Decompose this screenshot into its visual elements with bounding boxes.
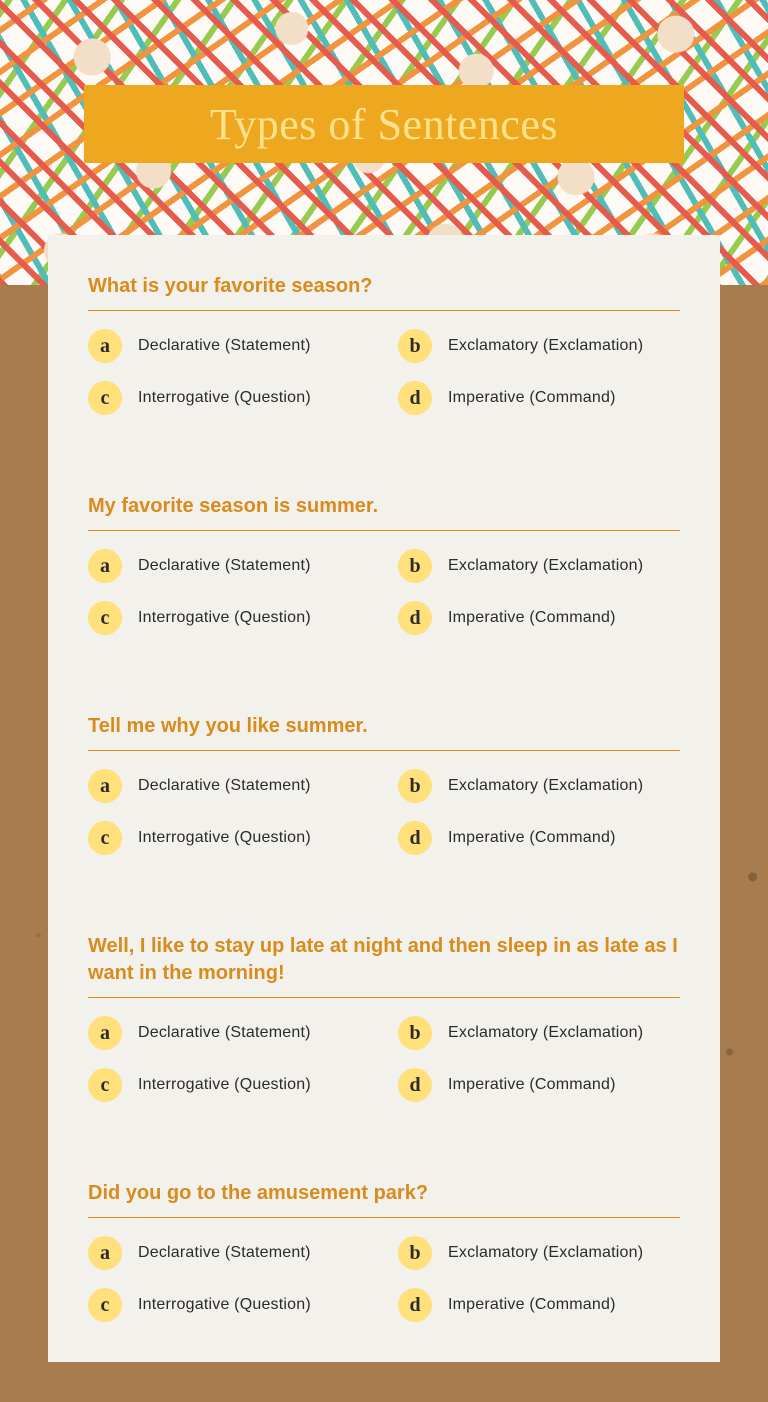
choice-badge: a: [88, 549, 122, 583]
choice-label: Declarative (Statement): [138, 557, 311, 575]
choice-label: Declarative (Statement): [138, 777, 311, 795]
question-prompt: Tell me why you like summer.: [88, 713, 680, 751]
choice-option[interactable]: c Interrogative (Question): [88, 601, 370, 635]
choice-option[interactable]: a Declarative (Statement): [88, 549, 370, 583]
worksheet-page: Types of Sentences What is your favorite…: [0, 0, 768, 1402]
choice-badge: d: [398, 601, 432, 635]
choice-badge: b: [398, 769, 432, 803]
question-block: Well, I like to stay up late at night an…: [88, 933, 680, 1102]
choice-badge: c: [88, 1068, 122, 1102]
choice-option[interactable]: c Interrogative (Question): [88, 1288, 370, 1322]
choice-badge: d: [398, 821, 432, 855]
choice-label: Exclamatory (Exclamation): [448, 337, 643, 355]
question-block: Did you go to the amusement park? a Decla…: [88, 1180, 680, 1322]
choice-badge: d: [398, 1068, 432, 1102]
choice-badge: c: [88, 1288, 122, 1322]
choice-option[interactable]: d Imperative (Command): [398, 381, 680, 415]
choice-option[interactable]: b Exclamatory (Exclamation): [398, 1236, 680, 1270]
choice-label: Exclamatory (Exclamation): [448, 1024, 643, 1042]
choice-option[interactable]: d Imperative (Command): [398, 1068, 680, 1102]
choice-label: Declarative (Statement): [138, 1244, 311, 1262]
choice-label: Imperative (Command): [448, 609, 616, 627]
question-prompt: Well, I like to stay up late at night an…: [88, 933, 680, 998]
choice-option[interactable]: a Declarative (Statement): [88, 1016, 370, 1050]
choice-option[interactable]: b Exclamatory (Exclamation): [398, 549, 680, 583]
question-prompt: What is your favorite season?: [88, 273, 680, 311]
choice-badge: c: [88, 601, 122, 635]
choice-grid: a Declarative (Statement) b Exclamatory (E…: [88, 769, 680, 855]
choice-label: Exclamatory (Exclamation): [448, 777, 643, 795]
choice-option[interactable]: c Interrogative (Question): [88, 821, 370, 855]
page-title: Types of Sentences: [210, 99, 558, 150]
choice-option[interactable]: d Imperative (Command): [398, 601, 680, 635]
cork-background: What is your favorite season? a Declarati…: [0, 235, 768, 1402]
question-prompt: Did you go to the amusement park?: [88, 1180, 680, 1218]
choice-badge: a: [88, 769, 122, 803]
choice-badge: c: [88, 381, 122, 415]
question-block: Tell me why you like summer. a Declarativ…: [88, 713, 680, 855]
choice-label: Imperative (Command): [448, 829, 616, 847]
choice-option[interactable]: b Exclamatory (Exclamation): [398, 1016, 680, 1050]
title-box: Types of Sentences: [84, 85, 684, 163]
choice-option[interactable]: d Imperative (Command): [398, 1288, 680, 1322]
choice-label: Declarative (Statement): [138, 1024, 311, 1042]
choice-label: Interrogative (Question): [138, 389, 311, 407]
content-card: What is your favorite season? a Declarati…: [48, 235, 720, 1362]
choice-badge: b: [398, 1236, 432, 1270]
choice-option[interactable]: c Interrogative (Question): [88, 381, 370, 415]
choice-option[interactable]: a Declarative (Statement): [88, 1236, 370, 1270]
choice-option[interactable]: c Interrogative (Question): [88, 1068, 370, 1102]
choice-badge: c: [88, 821, 122, 855]
choice-grid: a Declarative (Statement) b Exclamatory (E…: [88, 549, 680, 635]
choice-label: Interrogative (Question): [138, 609, 311, 627]
choice-badge: d: [398, 381, 432, 415]
choice-option[interactable]: a Declarative (Statement): [88, 769, 370, 803]
question-block: What is your favorite season? a Declarati…: [88, 273, 680, 415]
choice-option[interactable]: d Imperative (Command): [398, 821, 680, 855]
choice-badge: b: [398, 329, 432, 363]
choice-badge: d: [398, 1288, 432, 1322]
choice-grid: a Declarative (Statement) b Exclamatory (E…: [88, 329, 680, 415]
question-prompt: My favorite season is summer.: [88, 493, 680, 531]
choice-label: Interrogative (Question): [138, 829, 311, 847]
choice-label: Declarative (Statement): [138, 337, 311, 355]
question-block: My favorite season is summer. a Declarati…: [88, 493, 680, 635]
choice-badge: b: [398, 1016, 432, 1050]
choice-badge: a: [88, 1016, 122, 1050]
choice-label: Imperative (Command): [448, 1296, 616, 1314]
choice-label: Interrogative (Question): [138, 1076, 311, 1094]
choice-label: Interrogative (Question): [138, 1296, 311, 1314]
choice-label: Exclamatory (Exclamation): [448, 1244, 643, 1262]
choice-badge: a: [88, 329, 122, 363]
choice-option[interactable]: b Exclamatory (Exclamation): [398, 769, 680, 803]
choice-label: Exclamatory (Exclamation): [448, 557, 643, 575]
choice-option[interactable]: a Declarative (Statement): [88, 329, 370, 363]
choice-option[interactable]: b Exclamatory (Exclamation): [398, 329, 680, 363]
choice-badge: a: [88, 1236, 122, 1270]
choice-label: Imperative (Command): [448, 1076, 616, 1094]
choice-label: Imperative (Command): [448, 389, 616, 407]
choice-grid: a Declarative (Statement) b Exclamatory (E…: [88, 1016, 680, 1102]
choice-badge: b: [398, 549, 432, 583]
choice-grid: a Declarative (Statement) b Exclamatory (E…: [88, 1236, 680, 1322]
